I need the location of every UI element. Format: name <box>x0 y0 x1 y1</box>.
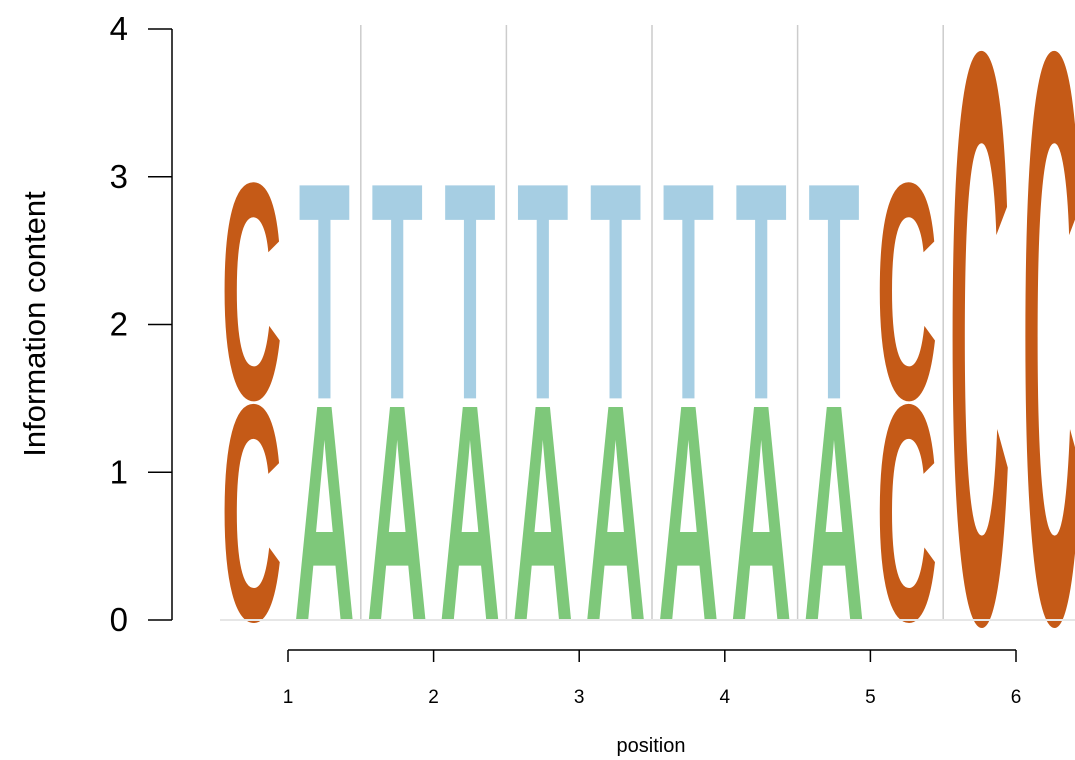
x-axis: 1 2 3 4 5 6 <box>283 649 1022 708</box>
logo-letter-C: C <box>876 342 937 687</box>
logo-letter-A: A <box>731 342 792 687</box>
logo-letter-T: T <box>663 120 715 465</box>
logo-letter-T: T <box>517 120 569 465</box>
x-tick-label-1: 1 <box>283 687 294 708</box>
x-tick-label-5: 5 <box>865 687 876 708</box>
logo-letter-C: C <box>221 342 282 687</box>
x-tick-label-2: 2 <box>428 687 439 708</box>
logo-letter-T: T <box>299 120 351 465</box>
logo-letter-T: T <box>735 120 787 465</box>
x-tick-label-3: 3 <box>574 687 585 708</box>
y-tick-label-4: 4 <box>110 10 128 47</box>
column-separators <box>360 25 944 620</box>
logo-letter-A: A <box>804 342 865 687</box>
y-tick-label-0: 0 <box>110 601 128 638</box>
x-tick-label-6: 6 <box>1011 687 1022 708</box>
logo-letter-A: A <box>512 342 573 687</box>
logo-letter-T: T <box>371 120 423 465</box>
logo-letter-A: A <box>367 342 428 687</box>
logo-letter-T: T <box>808 120 860 465</box>
logo-letter-C: C <box>221 120 282 465</box>
y-tick-label-2: 2 <box>110 306 128 343</box>
y-axis-title: Information content <box>17 191 52 457</box>
logo-letter-C: C <box>949 0 1010 760</box>
y-tick-label-3: 3 <box>110 158 128 195</box>
logo-letter-T: T <box>444 120 496 465</box>
x-axis-title: position <box>617 735 686 757</box>
logo-letters: CCATATATATATATATATCCCC <box>221 0 1075 760</box>
y-tick-label-1: 1 <box>110 453 128 490</box>
logo-letter-C: C <box>876 120 937 465</box>
logo-letter-A: A <box>294 342 355 687</box>
logo-letter-A: A <box>658 342 719 687</box>
logo-letter-A: A <box>585 342 646 687</box>
x-tick-label-4: 4 <box>720 687 731 708</box>
y-axis: 0 1 2 3 4 <box>110 10 173 638</box>
logo-letter-T: T <box>590 120 642 465</box>
logo-letter-C: C <box>1022 0 1075 760</box>
logo-letter-A: A <box>440 342 501 687</box>
